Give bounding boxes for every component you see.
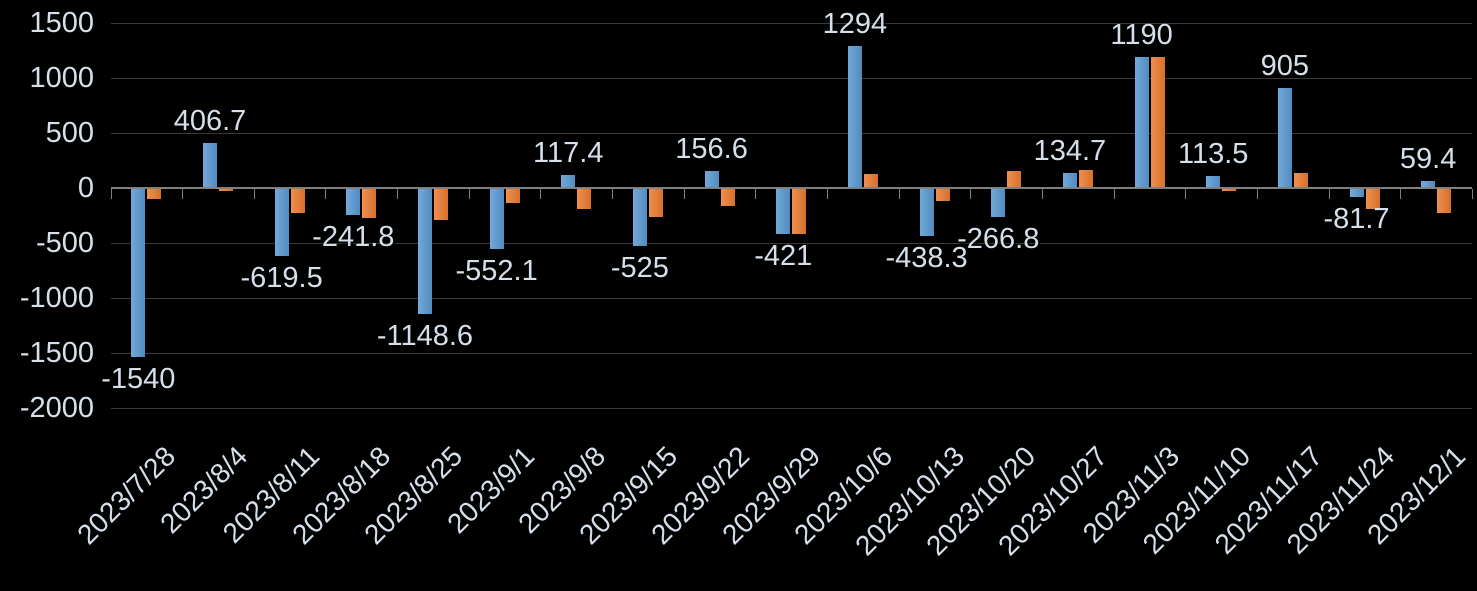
gridline	[110, 242, 1472, 244]
bar-orange[interactable]	[1437, 188, 1452, 213]
bar-blue[interactable]	[776, 188, 791, 235]
axis-tick	[898, 189, 900, 199]
bar-orange[interactable]	[290, 188, 305, 214]
bar-blue[interactable]	[1062, 173, 1077, 188]
data-label: -266.8	[957, 223, 1040, 256]
data-label: 117.4	[533, 137, 604, 170]
y-axis-label: -1500	[19, 337, 94, 369]
bar-orange[interactable]	[1078, 170, 1093, 188]
axis-tick	[1400, 189, 1402, 199]
data-label: -438.3	[885, 242, 968, 275]
data-label: -421	[754, 240, 813, 273]
gridline	[110, 352, 1472, 354]
bar-blue[interactable]	[847, 45, 862, 188]
data-label: -525	[610, 251, 669, 284]
gridline	[110, 77, 1472, 79]
bar-orange[interactable]	[792, 188, 807, 235]
bar-blue[interactable]	[131, 188, 146, 358]
axis-tick	[325, 189, 327, 199]
axis-tick	[468, 189, 470, 199]
bar-blue[interactable]	[274, 188, 289, 257]
axis-tick	[540, 189, 542, 199]
bar-orange[interactable]	[433, 188, 448, 220]
data-label: 1294	[822, 7, 888, 40]
axis-tick	[755, 189, 757, 199]
bar-blue[interactable]	[704, 170, 719, 188]
bar-blue[interactable]	[346, 188, 361, 215]
bar-blue[interactable]	[417, 188, 432, 315]
data-label: 134.7	[1033, 135, 1107, 168]
bar-orange[interactable]	[720, 188, 735, 206]
bar-blue[interactable]	[919, 188, 934, 237]
bar-orange[interactable]	[1222, 188, 1237, 192]
bar-blue[interactable]	[632, 188, 647, 246]
bar-orange[interactable]	[863, 173, 878, 188]
bar-blue[interactable]	[561, 175, 576, 188]
bar-blue[interactable]	[202, 143, 217, 188]
data-label: -1148.6	[376, 320, 474, 353]
bar-orange[interactable]	[147, 188, 162, 199]
y-axis-label: -1000	[19, 282, 94, 314]
axis-tick	[110, 189, 112, 199]
data-label: -241.8	[312, 220, 395, 253]
data-label: 59.4	[1399, 143, 1457, 176]
bar-orange[interactable]	[1365, 188, 1380, 209]
bar-orange[interactable]	[362, 188, 377, 218]
axis-tick	[1042, 189, 1044, 199]
gridline	[110, 132, 1472, 134]
bar-blue[interactable]	[1206, 175, 1221, 188]
bar-orange[interactable]	[218, 188, 233, 192]
axis-tick	[397, 189, 399, 199]
axis-tick	[970, 189, 972, 199]
data-label: 1190	[1110, 19, 1173, 52]
bar-blue[interactable]	[1277, 88, 1292, 188]
bar-blue[interactable]	[991, 188, 1006, 218]
bar-orange[interactable]	[1007, 170, 1022, 188]
axis-tick	[1185, 189, 1187, 199]
y-axis-label: 0	[77, 172, 94, 204]
axis-tick	[182, 189, 184, 199]
bar-blue[interactable]	[1349, 188, 1364, 197]
axis-tick	[1472, 189, 1473, 199]
axis-tick	[827, 189, 829, 199]
axis-tick	[612, 189, 614, 199]
gridline	[110, 297, 1472, 299]
bar-orange[interactable]	[505, 188, 520, 204]
y-axis-label: -2000	[19, 392, 94, 424]
bar-blue[interactable]	[1134, 57, 1149, 188]
gridline	[110, 407, 1472, 409]
y-axis-label: -500	[35, 227, 94, 259]
y-axis-label: 500	[45, 117, 94, 149]
axis-tick	[1328, 189, 1330, 199]
bar-orange[interactable]	[1293, 172, 1308, 188]
data-label: 156.6	[675, 132, 748, 165]
bar-orange[interactable]	[648, 188, 663, 217]
data-label: -552.1	[455, 254, 538, 287]
axis-tick	[1257, 189, 1259, 199]
y-axis-label: 1000	[29, 62, 94, 94]
bar-blue[interactable]	[1421, 181, 1436, 188]
bar-orange[interactable]	[935, 188, 950, 201]
x-axis-line	[110, 187, 1472, 189]
y-axis-label: 1500	[29, 7, 94, 39]
gridline	[110, 22, 1472, 24]
bar-blue[interactable]	[489, 188, 504, 249]
axis-tick	[253, 189, 255, 199]
bar-orange[interactable]	[1150, 57, 1165, 188]
data-label: -81.7	[1323, 202, 1390, 235]
bar-orange[interactable]	[577, 188, 592, 209]
data-label: -619.5	[240, 262, 323, 295]
axis-tick	[1113, 189, 1115, 199]
axis-tick	[683, 189, 685, 199]
